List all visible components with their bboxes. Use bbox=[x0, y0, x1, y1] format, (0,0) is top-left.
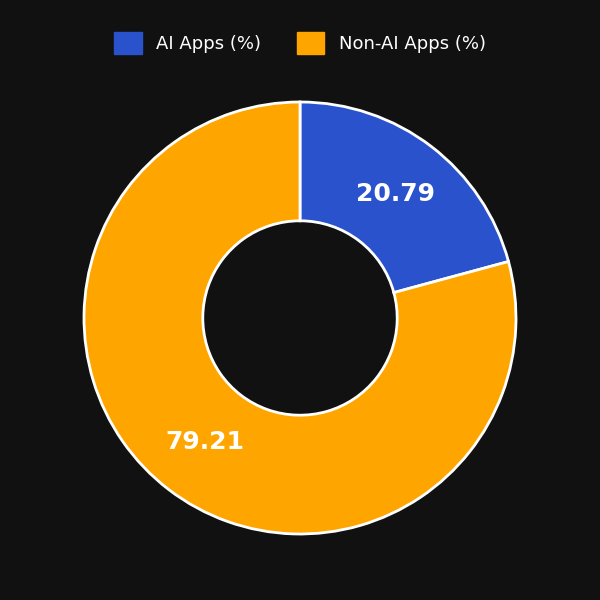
Wedge shape bbox=[84, 102, 516, 534]
Wedge shape bbox=[300, 102, 508, 293]
Text: 20.79: 20.79 bbox=[356, 182, 434, 206]
Legend: AI Apps (%), Non-AI Apps (%): AI Apps (%), Non-AI Apps (%) bbox=[107, 25, 493, 61]
Text: 79.21: 79.21 bbox=[166, 430, 244, 454]
